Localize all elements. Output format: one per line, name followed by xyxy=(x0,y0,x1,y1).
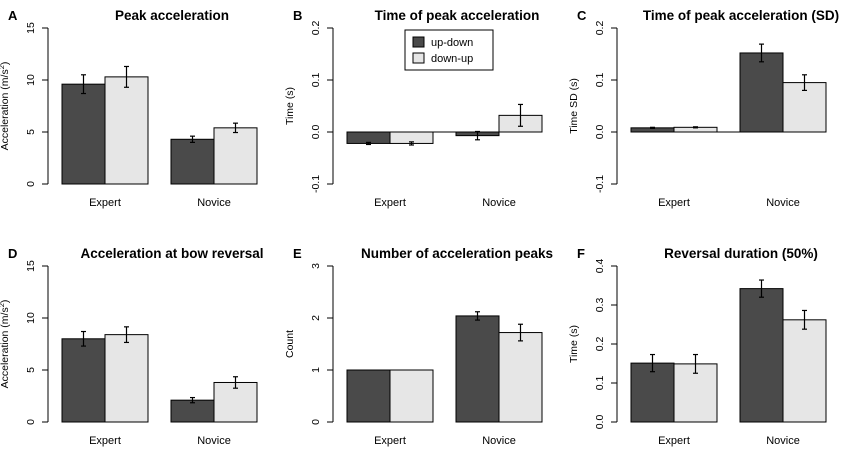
category-label-expert: Expert xyxy=(658,197,690,209)
y-axis-label-main: Acceleration (m/s xyxy=(0,69,11,150)
y-tick-label: 15 xyxy=(25,22,37,34)
panel-c: C Time of peak acceleration (SD) -0.1 0.0… xyxy=(568,8,839,209)
y-tick-label: 0 xyxy=(25,419,37,425)
bar-up-down-expert xyxy=(630,362,675,423)
y-tick-label: 1 xyxy=(310,367,322,373)
y-axis-label: Acceleration (m/s2) xyxy=(0,62,11,151)
bar-up-down-novice xyxy=(170,138,215,185)
bar-up-down-expert xyxy=(61,338,106,423)
y-axis-label: Time SD (s) xyxy=(568,78,580,134)
panel-letter: D xyxy=(8,246,17,261)
plot-area: -0.1 0.0 0.1 0.2 Time (s) Expert Novice xyxy=(284,21,543,209)
y-tick-label: -0.1 xyxy=(594,175,606,193)
category-label-novice: Novice xyxy=(766,435,800,447)
y-tick-label: 3 xyxy=(310,263,322,269)
y-tick-label: 2 xyxy=(310,315,322,321)
bar-up-down-expert xyxy=(346,369,391,423)
panel-letter: F xyxy=(577,246,585,261)
bar-up-down-expert xyxy=(61,83,106,185)
panel-e: E Number of acceleration peaks 0 1 2 3 Count… xyxy=(284,246,553,447)
bar-down-up-expert xyxy=(104,76,149,185)
panel-d: D Acceleration at bow reversal 0 5 10 15 Acc… xyxy=(0,246,264,447)
legend-swatch-up-down xyxy=(412,36,425,48)
y-tick-label: 0.2 xyxy=(594,337,606,352)
y-axis-label-tail: ) xyxy=(0,62,11,66)
y-axis-label-tail: ) xyxy=(0,300,11,304)
bar-down-up-expert xyxy=(389,369,434,423)
category-label-novice: Novice xyxy=(766,197,800,209)
panel-title: Time of peak acceleration xyxy=(375,8,540,23)
y-tick-label: 0.1 xyxy=(594,73,606,88)
panel-title: Acceleration at bow reversal xyxy=(80,246,263,261)
y-tick-label: 0.2 xyxy=(310,21,322,36)
y-tick-label: 0 xyxy=(310,419,322,425)
bar-up-down-novice xyxy=(170,399,215,423)
bar-up-down-novice xyxy=(739,288,784,423)
y-tick-label: 0 xyxy=(25,181,37,187)
y-axis-label: Time (s) xyxy=(568,325,580,363)
legend-label-up-down: up-down xyxy=(431,37,473,49)
plot-area: -0.1 0.0 0.1 0.2 Time SD (s) Expert Novice xyxy=(568,21,827,209)
y-tick-label: 5 xyxy=(25,367,37,373)
y-tick-label: 0.1 xyxy=(594,376,606,391)
category-label-expert: Expert xyxy=(374,197,406,209)
panel-letter: C xyxy=(577,8,587,23)
panel-b: B Time of peak acceleration -0.1 0.0 0.1 0.… xyxy=(284,8,543,209)
plot-area: 0.0 0.1 0.2 0.3 0.4 Time (s) Expert Novice xyxy=(568,259,827,447)
y-tick-label: -0.1 xyxy=(310,175,322,193)
bar-up-down-novice xyxy=(739,52,784,133)
y-tick-label: 0.2 xyxy=(594,21,606,36)
bar-up-down-novice xyxy=(455,315,500,423)
y-axis-label: Time (s) xyxy=(284,87,296,125)
category-label-novice: Novice xyxy=(197,197,231,209)
bar-down-up-expert xyxy=(104,334,149,423)
y-tick-label: 10 xyxy=(25,74,37,86)
y-tick-label: 0.0 xyxy=(310,125,322,140)
panel-title: Peak acceleration xyxy=(115,8,229,23)
category-label-expert: Expert xyxy=(89,197,121,209)
category-label-novice: Novice xyxy=(482,197,516,209)
y-tick-label: 15 xyxy=(25,260,37,272)
category-label-expert: Expert xyxy=(658,435,690,447)
plot-area: 0 5 10 15 Acceleration (m/s2) Expert Novice xyxy=(0,22,258,209)
panel-letter: A xyxy=(8,8,18,23)
y-tick-label: 10 xyxy=(25,312,37,324)
category-label-novice: Novice xyxy=(197,435,231,447)
legend-label-down-up: down-up xyxy=(431,53,473,65)
panel-letter: E xyxy=(293,246,302,261)
y-tick-label: 0.0 xyxy=(594,125,606,140)
y-tick-label: 0.1 xyxy=(310,73,322,88)
bar-down-up-novice xyxy=(782,319,827,423)
bar-down-up-novice xyxy=(498,332,543,423)
panel-title: Number of acceleration peaks xyxy=(361,246,553,261)
y-axis-label: Acceleration (m/s2) xyxy=(0,300,11,389)
y-tick-label: 0.4 xyxy=(594,259,606,274)
y-axis-label: Count xyxy=(284,330,296,358)
plot-area: 0 5 10 15 Acceleration (m/s2) Expert Novice xyxy=(0,260,258,447)
bar-up-down-expert xyxy=(346,131,391,144)
category-label-expert: Expert xyxy=(89,435,121,447)
legend: up-down down-up xyxy=(404,29,494,71)
panel-title: Time of peak acceleration (SD) xyxy=(643,8,839,23)
y-axis-label-superscript: 2 xyxy=(0,303,6,307)
panel-a: A Peak acceleration 0 5 10 15 Acceleration (… xyxy=(0,8,258,209)
y-axis-label-main: Acceleration (m/s xyxy=(0,307,11,388)
y-tick-label: 0.0 xyxy=(594,415,606,430)
y-tick-label: 5 xyxy=(25,129,37,135)
y-tick-label: 0.3 xyxy=(594,298,606,313)
y-axis-label-superscript: 2 xyxy=(0,65,6,69)
panel-title: Reversal duration (50%) xyxy=(664,246,818,261)
category-label-expert: Expert xyxy=(374,435,406,447)
bar-down-up-novice xyxy=(213,127,258,185)
panel-letter: B xyxy=(293,8,302,23)
category-label-novice: Novice xyxy=(482,435,516,447)
legend-swatch-down-up xyxy=(412,52,425,64)
panel-f: F Reversal duration (50%) 0.00.10.20.30.… xyxy=(568,246,827,447)
plot-area: 0 1 2 3 Count Expert Novice xyxy=(284,263,543,447)
